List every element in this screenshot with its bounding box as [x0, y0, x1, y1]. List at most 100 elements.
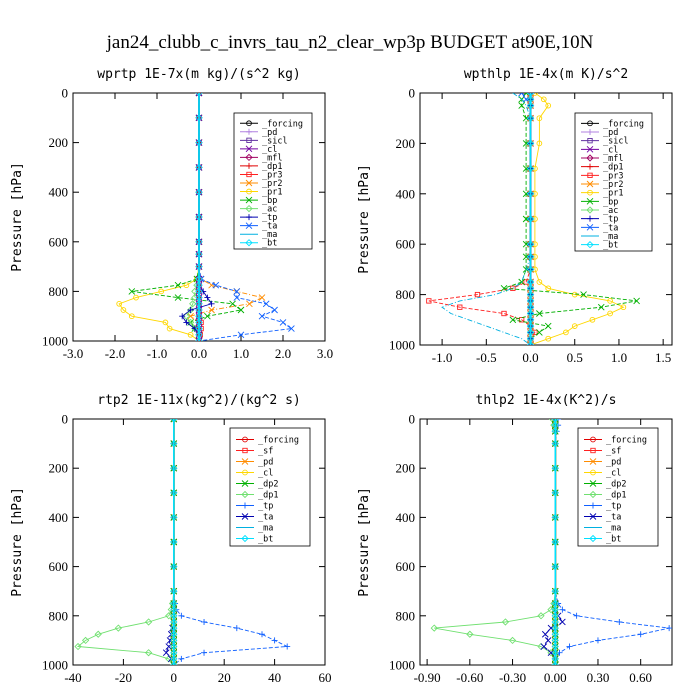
- y-tick-label: 800: [396, 287, 416, 302]
- point-pr1: [540, 96, 547, 103]
- point-bt: [551, 538, 559, 546]
- point-bt: [526, 215, 535, 223]
- point-pr3: [457, 304, 463, 310]
- legend-entry: _tp: [258, 502, 273, 512]
- point-tp: [616, 618, 623, 625]
- point-bt: [526, 164, 535, 173]
- point-pr1: [128, 313, 135, 320]
- legend-marker: [586, 241, 594, 249]
- legend-marker: [245, 204, 253, 213]
- y-tick-label: 400: [49, 185, 69, 200]
- point-tp: [573, 612, 580, 619]
- legend-marker: [242, 469, 248, 476]
- legend-marker: [246, 171, 252, 178]
- y-tick-label: 200: [49, 135, 69, 150]
- legend-marker: [587, 138, 593, 144]
- y-tick-label: 600: [49, 559, 69, 574]
- point-bt: [526, 341, 535, 345]
- point-tp: [666, 625, 672, 632]
- legend-entry: _mfl: [262, 153, 282, 163]
- point-bt: [195, 163, 203, 172]
- point-bt: [195, 262, 203, 271]
- y-axis-label: Pressure [hPa]: [10, 162, 25, 272]
- legend-marker: [586, 198, 594, 205]
- point-pr2: [527, 341, 534, 345]
- panel-4: thlp2 1E-4x(K^2)/s Pressure [hPa] 0 200 400 6…: [357, 393, 673, 685]
- point-dp1: [74, 642, 82, 651]
- plot-frame: [419, 418, 673, 666]
- point-bt: [195, 138, 203, 147]
- legend-marker: [242, 447, 248, 454]
- y-tick-label: 200: [396, 136, 416, 151]
- point-bt: [170, 587, 178, 595]
- point-bp: [597, 303, 605, 311]
- point-ta: [162, 649, 170, 657]
- point-bp: [174, 294, 182, 301]
- point-bt: [170, 538, 178, 546]
- point-dp1: [144, 649, 153, 657]
- point-bp: [509, 316, 517, 324]
- legend-entry: _ma: [603, 232, 618, 242]
- point-pr1: [133, 294, 139, 301]
- legend-entry: _bt: [606, 535, 621, 545]
- point-tp: [201, 649, 208, 656]
- point-bp: [544, 322, 552, 330]
- point-dp2: [551, 419, 559, 423]
- point-bp: [174, 281, 182, 289]
- point-dp2: [170, 419, 178, 423]
- point-bt: [195, 238, 203, 246]
- point-pr1: [158, 288, 165, 295]
- panel-3: rtp2 1E-11x(kg^2)/(kg^2 s) Pressure [hPa]…: [10, 393, 332, 685]
- y-tick-label: 1000: [42, 658, 68, 673]
- point-pr3: [474, 291, 481, 298]
- legend-box: [229, 427, 311, 547]
- legend-marker: [245, 153, 253, 162]
- point-bt: [170, 439, 178, 448]
- point-ta: [544, 637, 552, 644]
- point-dp2: [551, 661, 559, 665]
- legend-entry: _forcing: [603, 119, 644, 129]
- point-bp: [237, 306, 245, 314]
- legend-entry: _ma: [258, 524, 273, 534]
- legend-marker: [246, 214, 252, 221]
- x-tick-label: -3.0: [63, 346, 84, 361]
- legend-marker: [241, 534, 249, 543]
- point-bt: [526, 101, 535, 110]
- legend-entry: _ac: [603, 206, 618, 216]
- point-dp1: [144, 618, 153, 626]
- x-tick-label: -1.0: [432, 350, 453, 365]
- legend-entry: _pr2: [262, 179, 282, 189]
- point-bt: [170, 419, 178, 423]
- legend-entry: _forcing: [606, 436, 647, 446]
- series-group: [430, 419, 672, 665]
- legend-marker: [241, 480, 249, 487]
- point-ta: [212, 281, 220, 289]
- point-bp: [633, 297, 640, 305]
- x-tick-label: 2.0: [275, 346, 291, 361]
- legend-entry: _ac: [262, 205, 277, 215]
- point-ta: [233, 294, 241, 301]
- legend-marker: [590, 469, 596, 476]
- y-tick-label: 200: [49, 461, 69, 476]
- point-tp: [187, 307, 194, 313]
- point-tp: [204, 294, 211, 301]
- point-tp: [284, 643, 291, 650]
- point-ta: [165, 643, 173, 650]
- legend-marker: [242, 502, 248, 509]
- point-bp: [229, 300, 236, 308]
- panel-2: wpthlp 1E-4x(m K)/s^2 Pressure [hPa] 0 200 4…: [357, 67, 673, 365]
- point-tp: [201, 618, 208, 625]
- point-cl: [195, 93, 203, 97]
- panel-title: rtp2 1E-11x(kg^2)/(kg^2 s): [97, 393, 301, 408]
- point-pr1: [532, 93, 538, 96]
- point-pr2: [258, 294, 266, 301]
- legend-marker: [241, 458, 249, 465]
- point-dp2: [170, 661, 178, 665]
- legend-entry: _forcing: [262, 119, 303, 129]
- point-bt: [526, 139, 535, 148]
- series-line-pr3: [428, 93, 536, 345]
- x-tick-label: -20: [115, 670, 132, 685]
- point-bt: [551, 513, 559, 522]
- point-bp: [536, 310, 543, 317]
